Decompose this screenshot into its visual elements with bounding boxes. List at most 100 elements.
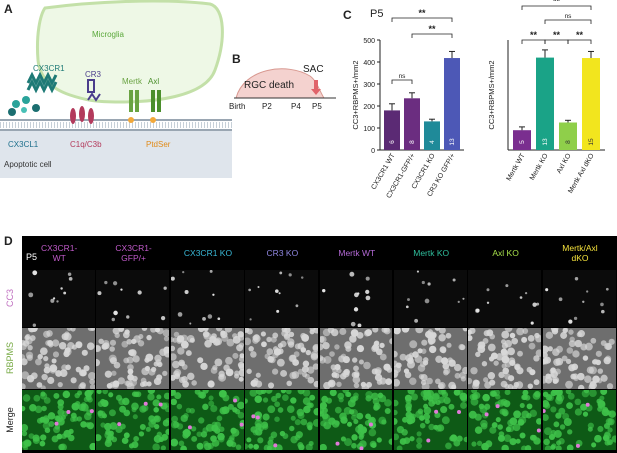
micrograph-tile — [245, 270, 319, 327]
panel-a-schematic — [0, 0, 232, 178]
significance-label: ** — [530, 30, 538, 40]
cx3cl1-label: CX3CL1 — [8, 140, 39, 149]
bar — [404, 98, 420, 150]
y-tick-label: 200 — [363, 104, 375, 111]
bar — [536, 57, 554, 150]
micrograph-tile — [394, 270, 467, 327]
micrograph-tile — [22, 390, 95, 450]
category-label: Mertk Axl dKO — [567, 152, 596, 195]
panel-label-b: B — [232, 52, 241, 66]
n-label: 8 — [565, 140, 572, 144]
n-label: 4 — [429, 140, 436, 144]
mertk-label: Mertk — [122, 77, 142, 86]
row-label: CC3 — [5, 289, 15, 308]
significance-label: ** — [428, 24, 436, 34]
y-axis-label: CC3+RBPMS+/mm2 — [488, 60, 496, 129]
micrograph-tile — [170, 270, 244, 327]
column-header: Mertk KO — [413, 248, 450, 258]
sac-arrow-icon — [311, 80, 321, 95]
y-tick-label: 400 — [363, 60, 375, 67]
panel-label-c: C — [343, 8, 352, 22]
comparison-bracket — [544, 39, 569, 44]
axl-label: Axl — [148, 77, 160, 86]
apoptotic-cell-label: Apoptotic cell — [4, 160, 52, 169]
column-header: CR3 KO — [266, 248, 299, 258]
n-label: 15 — [588, 138, 595, 146]
panel-label-a: A — [4, 2, 13, 16]
column-header: Mertk WT — [338, 248, 376, 258]
cr3-receptor-icon — [87, 79, 101, 102]
micrograph-tile — [170, 390, 244, 450]
bar — [384, 110, 400, 150]
comparison-bracket — [544, 19, 592, 24]
column-header: CX3CR1- WT — [41, 243, 78, 263]
micrograph-tile — [468, 390, 542, 450]
cx3cr1-label: CX3CR1 — [33, 64, 65, 73]
n-label: 5 — [519, 140, 526, 144]
y-axis-label: CC3+RBPMS+/mm2 — [351, 60, 360, 129]
significance-label: ** — [553, 30, 561, 40]
mertk-receptor-icon — [129, 90, 139, 112]
column-header: Mertk/Axl dKO — [562, 243, 598, 263]
comparison-bracket — [521, 5, 592, 10]
significance-label: ** — [553, 0, 561, 6]
cell-membrane — [0, 119, 232, 131]
micrograph-grid: CX3CR1- WT CX3CR1- GFP/+ CX3CR1 KO CR3 KO Me… — [22, 236, 617, 453]
micrograph-tile — [468, 270, 542, 327]
cr3-label: CR3 — [85, 70, 102, 79]
y-tick-label: 0 — [371, 148, 375, 155]
row-label: Merge — [5, 406, 15, 433]
panel-label-d: D — [4, 234, 13, 248]
apoptotic-cell-body — [0, 130, 232, 178]
ptdser-icon — [128, 117, 156, 123]
timeline-tick-p2: P2 — [262, 102, 272, 111]
micrograph-tile — [22, 328, 95, 389]
comparison-bracket — [391, 17, 453, 22]
rgc-death-label: RGC death — [244, 80, 295, 91]
cx3cl1-ligand-icon — [8, 96, 40, 116]
category-label: Axl KO — [556, 152, 573, 175]
n-label: 13 — [449, 138, 456, 146]
row-label: RBPMS — [5, 342, 15, 375]
column-header: CX3CR1 KO — [183, 248, 233, 258]
n-label: 8 — [409, 140, 416, 144]
bar — [582, 58, 600, 150]
bar — [559, 122, 577, 150]
timeline-tick-birth: Birth — [229, 102, 246, 111]
bar — [444, 58, 460, 150]
y-tick-label: 500 — [363, 38, 375, 45]
significance-label: ns — [399, 73, 407, 80]
micrograph-tile — [96, 390, 170, 450]
micrograph-tile — [96, 328, 170, 389]
c1q-c3b-icon — [70, 106, 94, 124]
significance-label: ns — [565, 13, 573, 20]
micrograph-tile — [319, 328, 393, 389]
micrograph-tile — [319, 390, 393, 450]
y-tick-label: 100 — [363, 126, 375, 133]
ptdser-label: PtdSer — [146, 140, 171, 149]
bar — [513, 130, 531, 150]
c1q-c3b-label: C1q/C3b — [70, 140, 102, 149]
column-header: CX3CR1- GFP/+ — [115, 243, 152, 263]
comparison-bracket — [411, 33, 453, 38]
panel-b-timeline — [234, 68, 336, 99]
significance-label: ** — [418, 8, 426, 18]
n-label: 6 — [389, 140, 396, 144]
micrograph-tile — [394, 390, 467, 450]
comparison-bracket — [567, 39, 592, 44]
micrograph-tile — [319, 270, 393, 327]
timeline-tick-p5: P5 — [312, 102, 322, 111]
column-header: Axl KO — [492, 248, 519, 258]
micrograph-tile — [542, 390, 616, 450]
micrograph-tile — [245, 328, 319, 389]
micrograph-tile — [394, 328, 467, 389]
micrograph-tile — [468, 328, 542, 389]
category-label: Mertk WT — [506, 152, 528, 182]
comparison-bracket — [521, 39, 546, 44]
age-label: P5 — [26, 252, 38, 262]
micrograph-tile — [170, 328, 244, 389]
n-label: 13 — [542, 138, 549, 146]
category-label: Mertk KO — [529, 152, 550, 182]
microglia-body — [36, 0, 224, 104]
